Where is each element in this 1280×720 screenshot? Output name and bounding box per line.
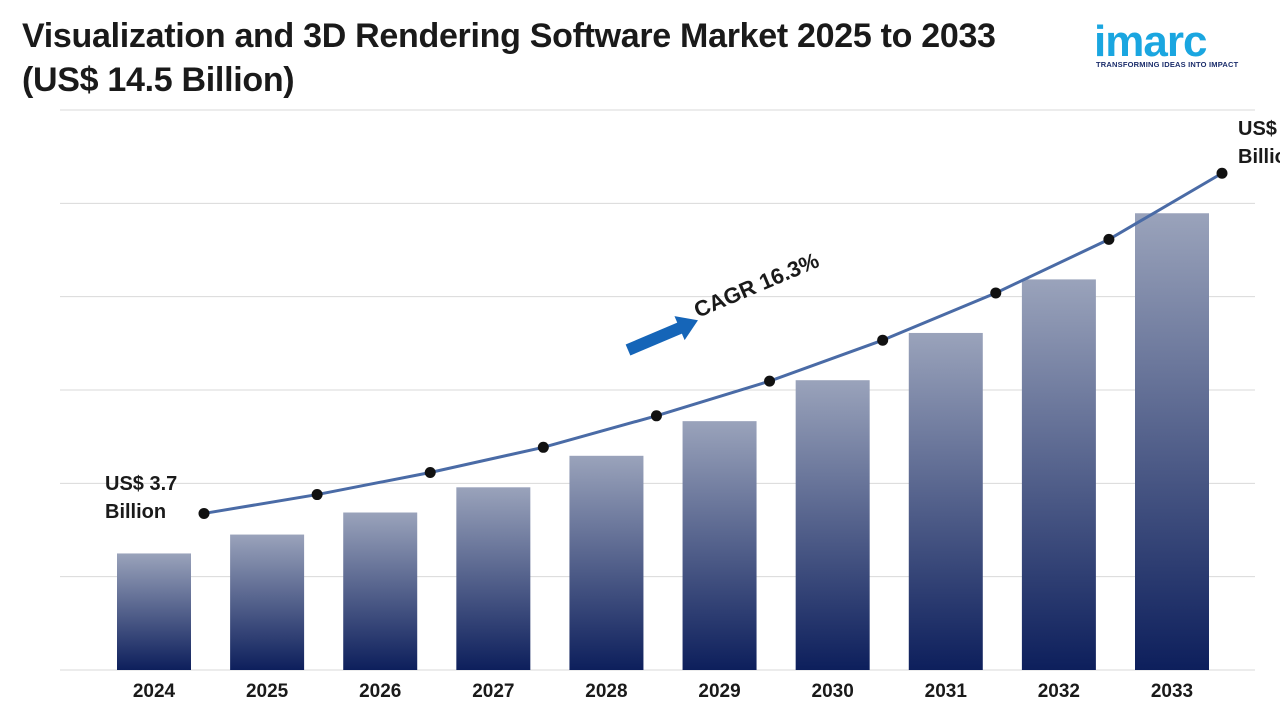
trend-marker (990, 287, 1002, 299)
cagr-arrow (625, 316, 698, 356)
x-tick-label: 2024 (133, 681, 176, 702)
trend-marker (537, 441, 549, 453)
trend-marker (311, 489, 323, 501)
logo-wordmark: imarc (1094, 17, 1207, 66)
x-tick-label: 2026 (359, 681, 401, 702)
trend-marker (650, 410, 662, 422)
bar (795, 380, 870, 670)
title-line-1: Visualization and 3D Rendering Software … (22, 17, 996, 55)
trend-marker (764, 375, 776, 387)
x-tick-label: 2025 (246, 681, 289, 702)
trend-line-path (203, 171, 1223, 515)
x-tick-label: 2032 (1038, 681, 1080, 702)
chart-title: Visualization and 3D Rendering Software … (22, 14, 1082, 102)
x-tick-label: 2033 (1151, 681, 1193, 702)
trend-marker (1103, 233, 1115, 245)
bar (1135, 213, 1209, 670)
bar (569, 455, 644, 670)
bar (908, 332, 983, 670)
x-axis-ticks: 2024 2025 2026 2027 2028 2029 2030 2031 2032 2033 (133, 681, 1193, 702)
trend-marker (198, 507, 210, 519)
cagr-label: CAGR 16.3% (690, 248, 822, 323)
x-tick-label: 2028 (585, 681, 627, 702)
start-value-label-line2: Billion (105, 501, 166, 523)
x-tick-label: 2031 (925, 681, 968, 702)
x-tick-label: 2030 (812, 681, 854, 702)
bar (117, 553, 191, 670)
trend-marker (1216, 167, 1228, 179)
bar (1021, 279, 1096, 670)
cagr-arrow-head (674, 316, 698, 341)
start-value-label-line1: US$ 3.7 (105, 473, 177, 495)
bar (230, 534, 305, 670)
trend-marker (877, 334, 889, 346)
x-tick-label: 2029 (698, 681, 740, 702)
bar (456, 487, 531, 670)
cagr-arrow-shaft (625, 321, 684, 356)
title-line-2: (US$ 14.5 Billion) (22, 61, 295, 99)
imarc-logo: imarc TRANSFORMING IDEAS INTO IMPACT (1092, 14, 1262, 74)
trend-marker (424, 467, 436, 478)
trend-line (198, 167, 1228, 519)
end-value-label-line2: Billion (1238, 146, 1280, 168)
logo-tagline: TRANSFORMING IDEAS INTO IMPACT (1096, 60, 1239, 69)
bar (682, 421, 757, 670)
bars (117, 213, 1209, 670)
x-tick-label: 2027 (472, 681, 514, 702)
bar (343, 512, 418, 670)
end-value-label-line1: US$ 14.5 (1238, 118, 1280, 140)
